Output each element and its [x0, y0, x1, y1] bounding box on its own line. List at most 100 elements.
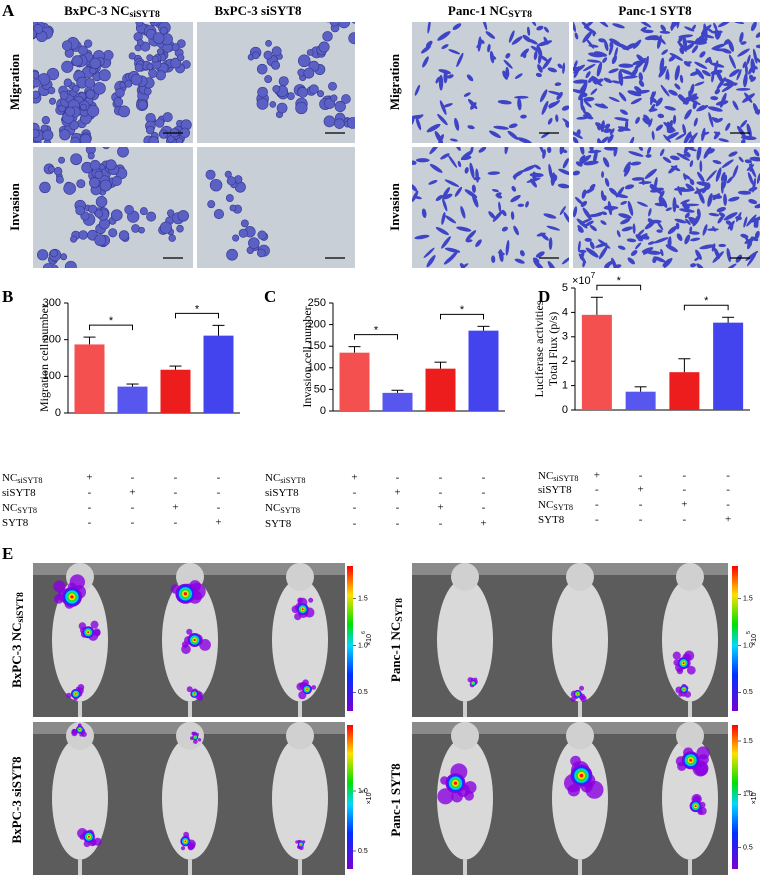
condition-label-sub: SYT8 — [17, 506, 37, 515]
colorbar-tick-label: 0.5 — [743, 689, 753, 696]
cell — [752, 48, 758, 64]
mouse-head — [451, 721, 479, 750]
cell — [597, 138, 602, 143]
cell — [588, 52, 603, 58]
cell — [675, 222, 680, 230]
cell — [721, 159, 734, 169]
cell — [596, 22, 609, 28]
cell — [229, 204, 237, 212]
cell — [725, 220, 732, 226]
cell — [435, 194, 444, 201]
cell — [639, 22, 652, 28]
cell — [543, 213, 557, 219]
cell — [87, 104, 100, 118]
cell — [677, 94, 689, 104]
cell — [541, 100, 549, 115]
cell — [682, 123, 687, 135]
cell — [102, 147, 110, 150]
condition-label: NCSYT8 — [538, 499, 573, 512]
cell — [59, 91, 69, 100]
cell — [573, 60, 578, 68]
cell — [750, 215, 760, 223]
cell — [498, 201, 502, 213]
cell — [690, 237, 701, 242]
cell — [710, 96, 719, 101]
mouse-head — [451, 562, 479, 591]
signal — [297, 597, 303, 604]
cell — [491, 255, 496, 264]
cell — [601, 211, 608, 216]
cell — [651, 130, 655, 141]
condition-sign: - — [217, 487, 221, 499]
cell — [264, 75, 273, 83]
cell — [540, 232, 549, 241]
cell — [166, 209, 175, 217]
cell — [728, 54, 736, 69]
significance-bracket — [175, 312, 219, 319]
colorbar-exponent: ×105 — [361, 790, 372, 805]
condition-label-main: NC — [2, 472, 17, 484]
cell — [33, 29, 37, 39]
cell — [176, 224, 184, 233]
signal — [87, 835, 90, 838]
cell — [456, 52, 464, 68]
cell — [658, 196, 663, 206]
cell — [437, 31, 451, 41]
condition-label: SYT8 — [2, 517, 29, 529]
colorbar-exponent-sup: 6 — [361, 631, 367, 634]
cell — [701, 69, 711, 77]
colorbar-exponent-sup: 5 — [361, 790, 367, 793]
cell — [638, 181, 652, 185]
colorbar — [347, 725, 353, 869]
cell — [666, 71, 670, 81]
y-tick-label: 0 — [562, 404, 568, 416]
cell — [641, 178, 645, 186]
cell — [576, 116, 588, 120]
condition-sign: - — [174, 472, 178, 484]
cell — [426, 255, 436, 268]
cell — [631, 177, 645, 181]
cell — [662, 156, 672, 164]
cell — [713, 22, 718, 31]
cell — [672, 114, 677, 125]
cell — [134, 63, 144, 72]
cell — [699, 51, 706, 58]
cell — [742, 75, 748, 86]
cell — [714, 28, 720, 40]
cell — [699, 160, 703, 173]
cell — [674, 83, 681, 90]
condition-label-main: NC — [2, 502, 17, 514]
cell — [464, 167, 469, 174]
cell — [667, 226, 678, 235]
cell — [714, 88, 721, 95]
cell — [609, 187, 618, 196]
cell — [628, 151, 644, 157]
condition-sign: - — [353, 518, 357, 530]
condition-sign: - — [174, 487, 178, 499]
cell — [440, 153, 450, 160]
cell — [600, 190, 605, 201]
bar — [625, 391, 656, 410]
cell — [711, 43, 726, 50]
cell — [585, 71, 591, 79]
cell — [743, 216, 748, 228]
cell — [21, 83, 27, 89]
signal — [437, 788, 454, 805]
cell — [726, 247, 731, 263]
cell — [586, 59, 601, 63]
row-label-main: Panc-1 SYT8 — [388, 763, 403, 837]
cell — [608, 43, 614, 56]
cell — [753, 219, 759, 228]
signal — [301, 608, 304, 611]
cell — [578, 249, 587, 253]
cell — [42, 129, 54, 141]
cell — [39, 181, 51, 194]
cell — [561, 256, 569, 265]
cell — [637, 229, 645, 237]
cell — [89, 57, 101, 69]
signal — [194, 736, 196, 738]
cell — [598, 246, 608, 260]
micrograph — [21, 22, 193, 143]
cell — [505, 240, 510, 256]
cell — [650, 183, 663, 195]
